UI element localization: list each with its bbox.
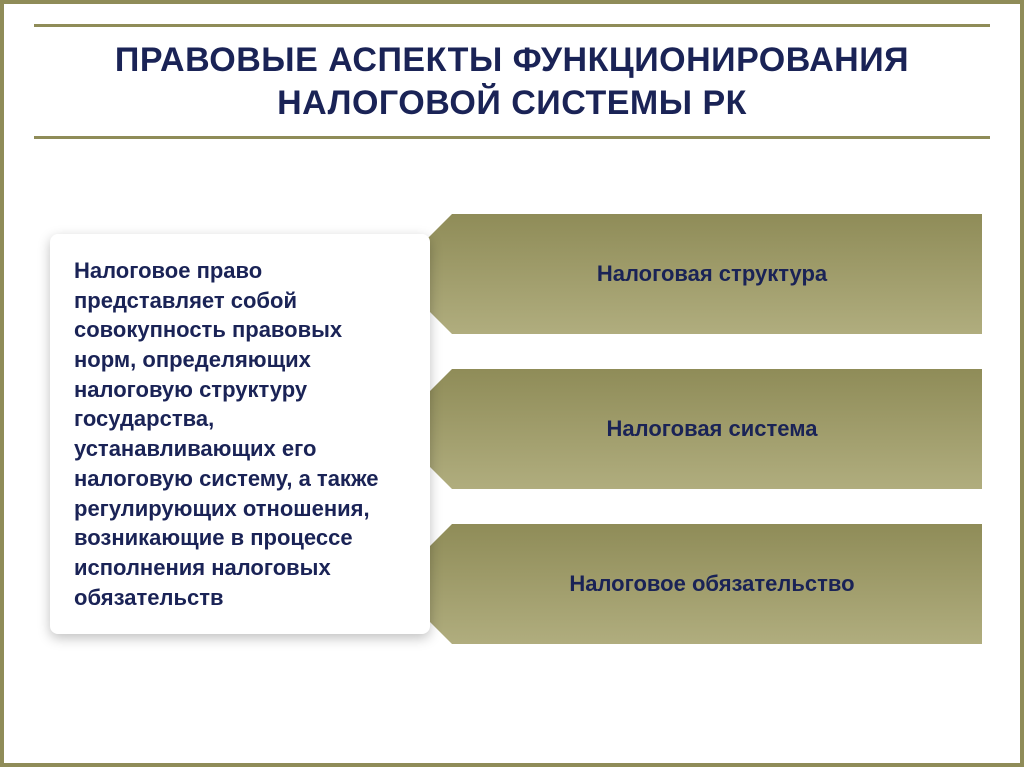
arrow-label-3: Налоговое обязательство (519, 571, 854, 597)
definition-text: Налоговое право представляет собой совок… (74, 256, 406, 612)
arrow-shape: Налоговая система (392, 369, 982, 489)
arrow-shape: Налоговая структура (392, 214, 982, 334)
arrow-item-2: Налоговая система (392, 369, 982, 489)
arrow-label-2: Налоговая система (557, 416, 818, 442)
arrow-shape: Налоговое обязательство (392, 524, 982, 644)
definition-panel: Налоговое право представляет собой совок… (50, 234, 430, 634)
title-container: ПРАВОВЫЕ АСПЕКТЫ ФУНКЦИОНИРОВАНИЯ НАЛОГО… (34, 24, 990, 139)
arrow-item-3: Налоговое обязательство (392, 524, 982, 644)
slide-title: ПРАВОВЫЕ АСПЕКТЫ ФУНКЦИОНИРОВАНИЯ НАЛОГО… (34, 39, 990, 124)
arrow-label-1: Налоговая структура (547, 261, 827, 287)
content-area: Налоговое право представляет собой совок… (4, 209, 1020, 763)
slide-frame: ПРАВОВЫЕ АСПЕКТЫ ФУНКЦИОНИРОВАНИЯ НАЛОГО… (0, 0, 1024, 767)
arrow-item-1: Налоговая структура (392, 214, 982, 334)
